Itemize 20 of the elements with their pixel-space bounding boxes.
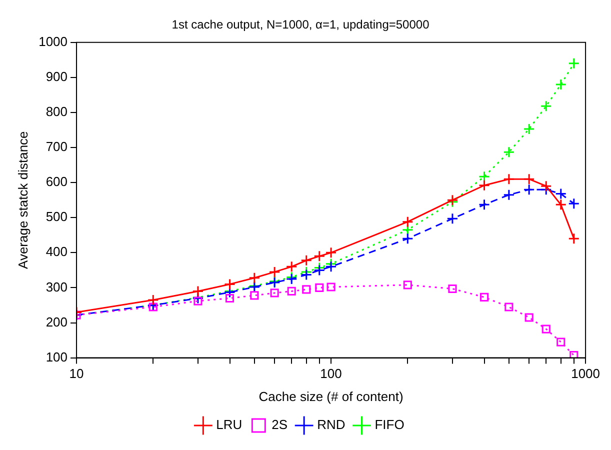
y-tick-label: 700 — [46, 139, 68, 154]
y-tick-label: 600 — [46, 174, 68, 190]
x-tick-label: 10 — [69, 366, 84, 382]
y-tick-label: 900 — [46, 69, 68, 84]
y-tick-label: 200 — [46, 314, 68, 330]
x-axis-title: Cache size (# of content) — [258, 388, 404, 404]
legend-label: RND — [317, 417, 346, 432]
x-tick-label: 100 — [320, 366, 342, 382]
y-tick-label: 100 — [46, 349, 68, 364]
chart-title: 1st cache output, N=1000, α=1, updating=50000 — [172, 18, 430, 32]
y-tick-label: 500 — [46, 209, 68, 224]
x-tick-label: 1000 — [571, 366, 600, 382]
y-tick-label: 300 — [46, 279, 68, 294]
y-tick-label: 1000 — [38, 34, 68, 49]
legend-label: 2S — [272, 417, 288, 432]
legend-label: LRU — [216, 417, 242, 432]
y-tick-label: 800 — [46, 104, 68, 120]
y-axis-title: Average statck distance — [15, 131, 30, 269]
legend-label: FIFO — [374, 417, 404, 432]
y-tick-label: 400 — [46, 244, 68, 260]
